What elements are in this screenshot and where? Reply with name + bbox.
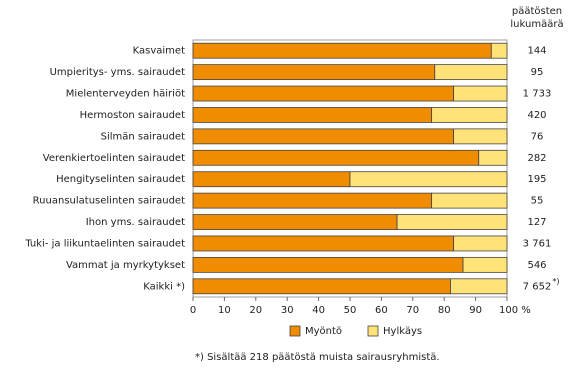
bar-segment (434, 64, 508, 81)
count-label: 420 (527, 110, 546, 121)
x-tick-label: 10 (218, 305, 231, 316)
count-label: 195 (527, 174, 546, 185)
counts-title: lukumäärä (510, 19, 563, 30)
bar-segment (192, 128, 455, 145)
y-tick-label: Tuki- ja liikuntaelinten sairaudet (24, 238, 185, 249)
count-label: 144 (527, 46, 546, 57)
bar-segment (490, 42, 508, 59)
bar-segment (192, 171, 351, 188)
count-label: 3 761 (523, 238, 552, 249)
counts-title: päätösten (512, 6, 562, 17)
y-tick-label: Mielenterveyden häiriöt (66, 89, 185, 100)
bar-segment (192, 64, 436, 81)
bar-segment (192, 214, 398, 230)
y-tick-label: Hengityselinten sairaudet (56, 174, 185, 185)
x-tick-label: 0 (190, 305, 196, 316)
legend-label: Hylkäys (383, 326, 422, 337)
bar-segment (349, 171, 508, 188)
y-tick-label: Hermoston sairaudet (80, 110, 185, 121)
legend-swatch (367, 325, 379, 337)
count-label: 76 (531, 131, 544, 142)
count-note-mark: *) (552, 277, 559, 286)
y-tick-label: Kaikki *) (143, 281, 185, 292)
y-tick-label: Ruuansulatuselinten sairaudet (33, 196, 185, 207)
bar-segment (453, 128, 508, 145)
bar-segment (192, 278, 451, 295)
footnote: *) Sisältää 218 päätöstä muista sairausr… (195, 352, 440, 363)
count-label: 282 (527, 153, 546, 164)
count-label: 95 (531, 67, 544, 78)
count-label: 546 (527, 260, 546, 271)
bar-segment (192, 256, 464, 273)
y-tick-label: Kasvaimet (133, 46, 185, 57)
y-tick-label: Silmän sairaudet (101, 131, 185, 142)
legend-label: Myöntö (305, 326, 342, 337)
x-tick-label: 40 (312, 305, 325, 316)
count-label: 127 (527, 217, 546, 228)
y-tick-label: Ihon yms. sairaudet (86, 217, 185, 228)
legend-swatch (289, 325, 301, 337)
y-tick-label: Umpieritys- yms. sairaudet (50, 67, 185, 78)
bar-segment (453, 235, 508, 252)
x-tick-label: 90 (469, 305, 482, 316)
count-label: 55 (531, 196, 544, 207)
y-tick-label: Vammat ja myrkytykset (66, 260, 185, 271)
bar-segment (431, 107, 508, 123)
bar-segment (192, 149, 480, 166)
x-tick-label: 50 (344, 305, 357, 316)
bar-segment (192, 85, 455, 102)
x-tick-label: 80 (438, 305, 451, 316)
x-tick-label: 20 (249, 305, 262, 316)
x-tick-label: 70 (406, 305, 419, 316)
x-tick-label: 30 (281, 305, 294, 316)
bar-segment (192, 192, 433, 209)
bar-segment (453, 85, 508, 102)
bar-segment (396, 214, 508, 230)
bar-segment (431, 192, 508, 209)
bar-segment (478, 149, 508, 166)
x-tick-label: 60 (375, 305, 388, 316)
count-label: 1 733 (523, 89, 552, 100)
bar-segment (192, 42, 492, 59)
bar-segment (450, 278, 508, 295)
x-tick-label: 100 % (499, 305, 531, 316)
y-tick-label: Verenkiertoelinten sairaudet (43, 153, 185, 164)
bar-segment (192, 235, 455, 252)
bar-segment (192, 107, 433, 123)
count-label: 7 652 (523, 281, 552, 292)
bar-segment (462, 256, 508, 273)
